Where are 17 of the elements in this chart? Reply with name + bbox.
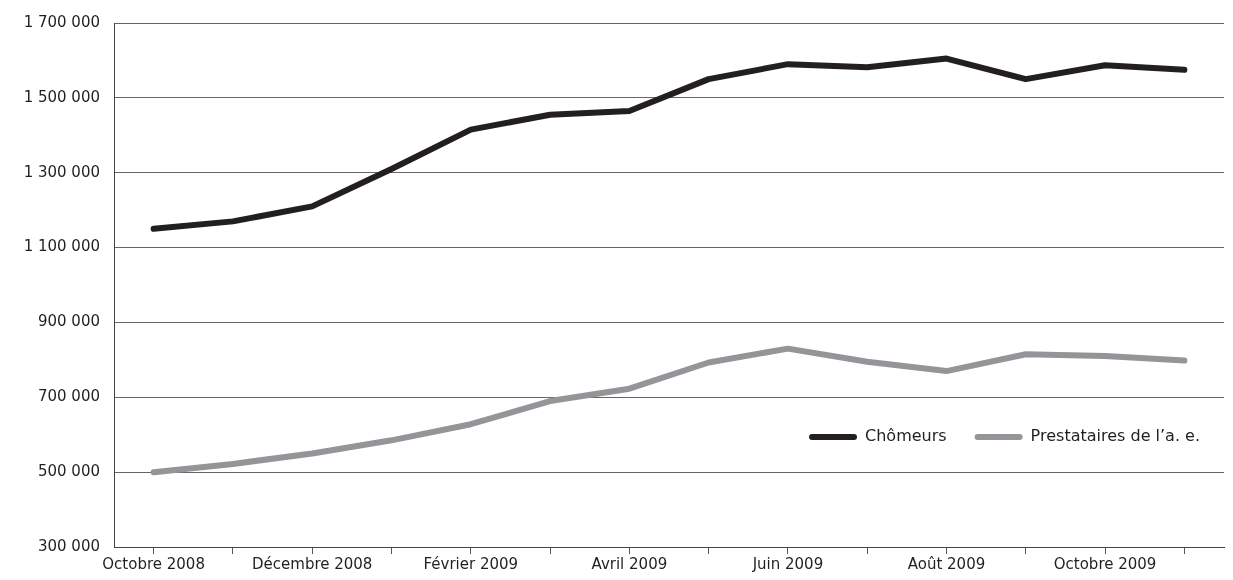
x-tick-label: Décembre 2008: [252, 554, 373, 573]
x-tick-label: Octobre 2009: [1053, 554, 1157, 573]
y-tick-label: 300 000: [37, 536, 100, 555]
x-tick-label: Août 2009: [907, 554, 986, 573]
y-tick-label: 900 000: [37, 312, 100, 331]
y-tick-label: 500 000: [37, 462, 100, 481]
x-tick-label: Février 2009: [423, 554, 519, 573]
x-tick-label: Juin 2009: [751, 554, 824, 573]
legend-label: Chômeurs: [865, 426, 947, 446]
x-tick-label: Octobre 2008: [102, 554, 205, 573]
y-tick-label: 700 000: [37, 387, 100, 406]
y-tick-label: 1 300 000: [23, 162, 100, 181]
y-tick-label: 1 100 000: [23, 237, 100, 256]
x-tick-label: Avril 2009: [591, 554, 668, 573]
y-tick-label: 1 700 000: [23, 12, 100, 31]
y-tick-label: 1 500 000: [23, 87, 100, 106]
legend-label: Prestataires de l’a. e.: [1030, 426, 1200, 446]
